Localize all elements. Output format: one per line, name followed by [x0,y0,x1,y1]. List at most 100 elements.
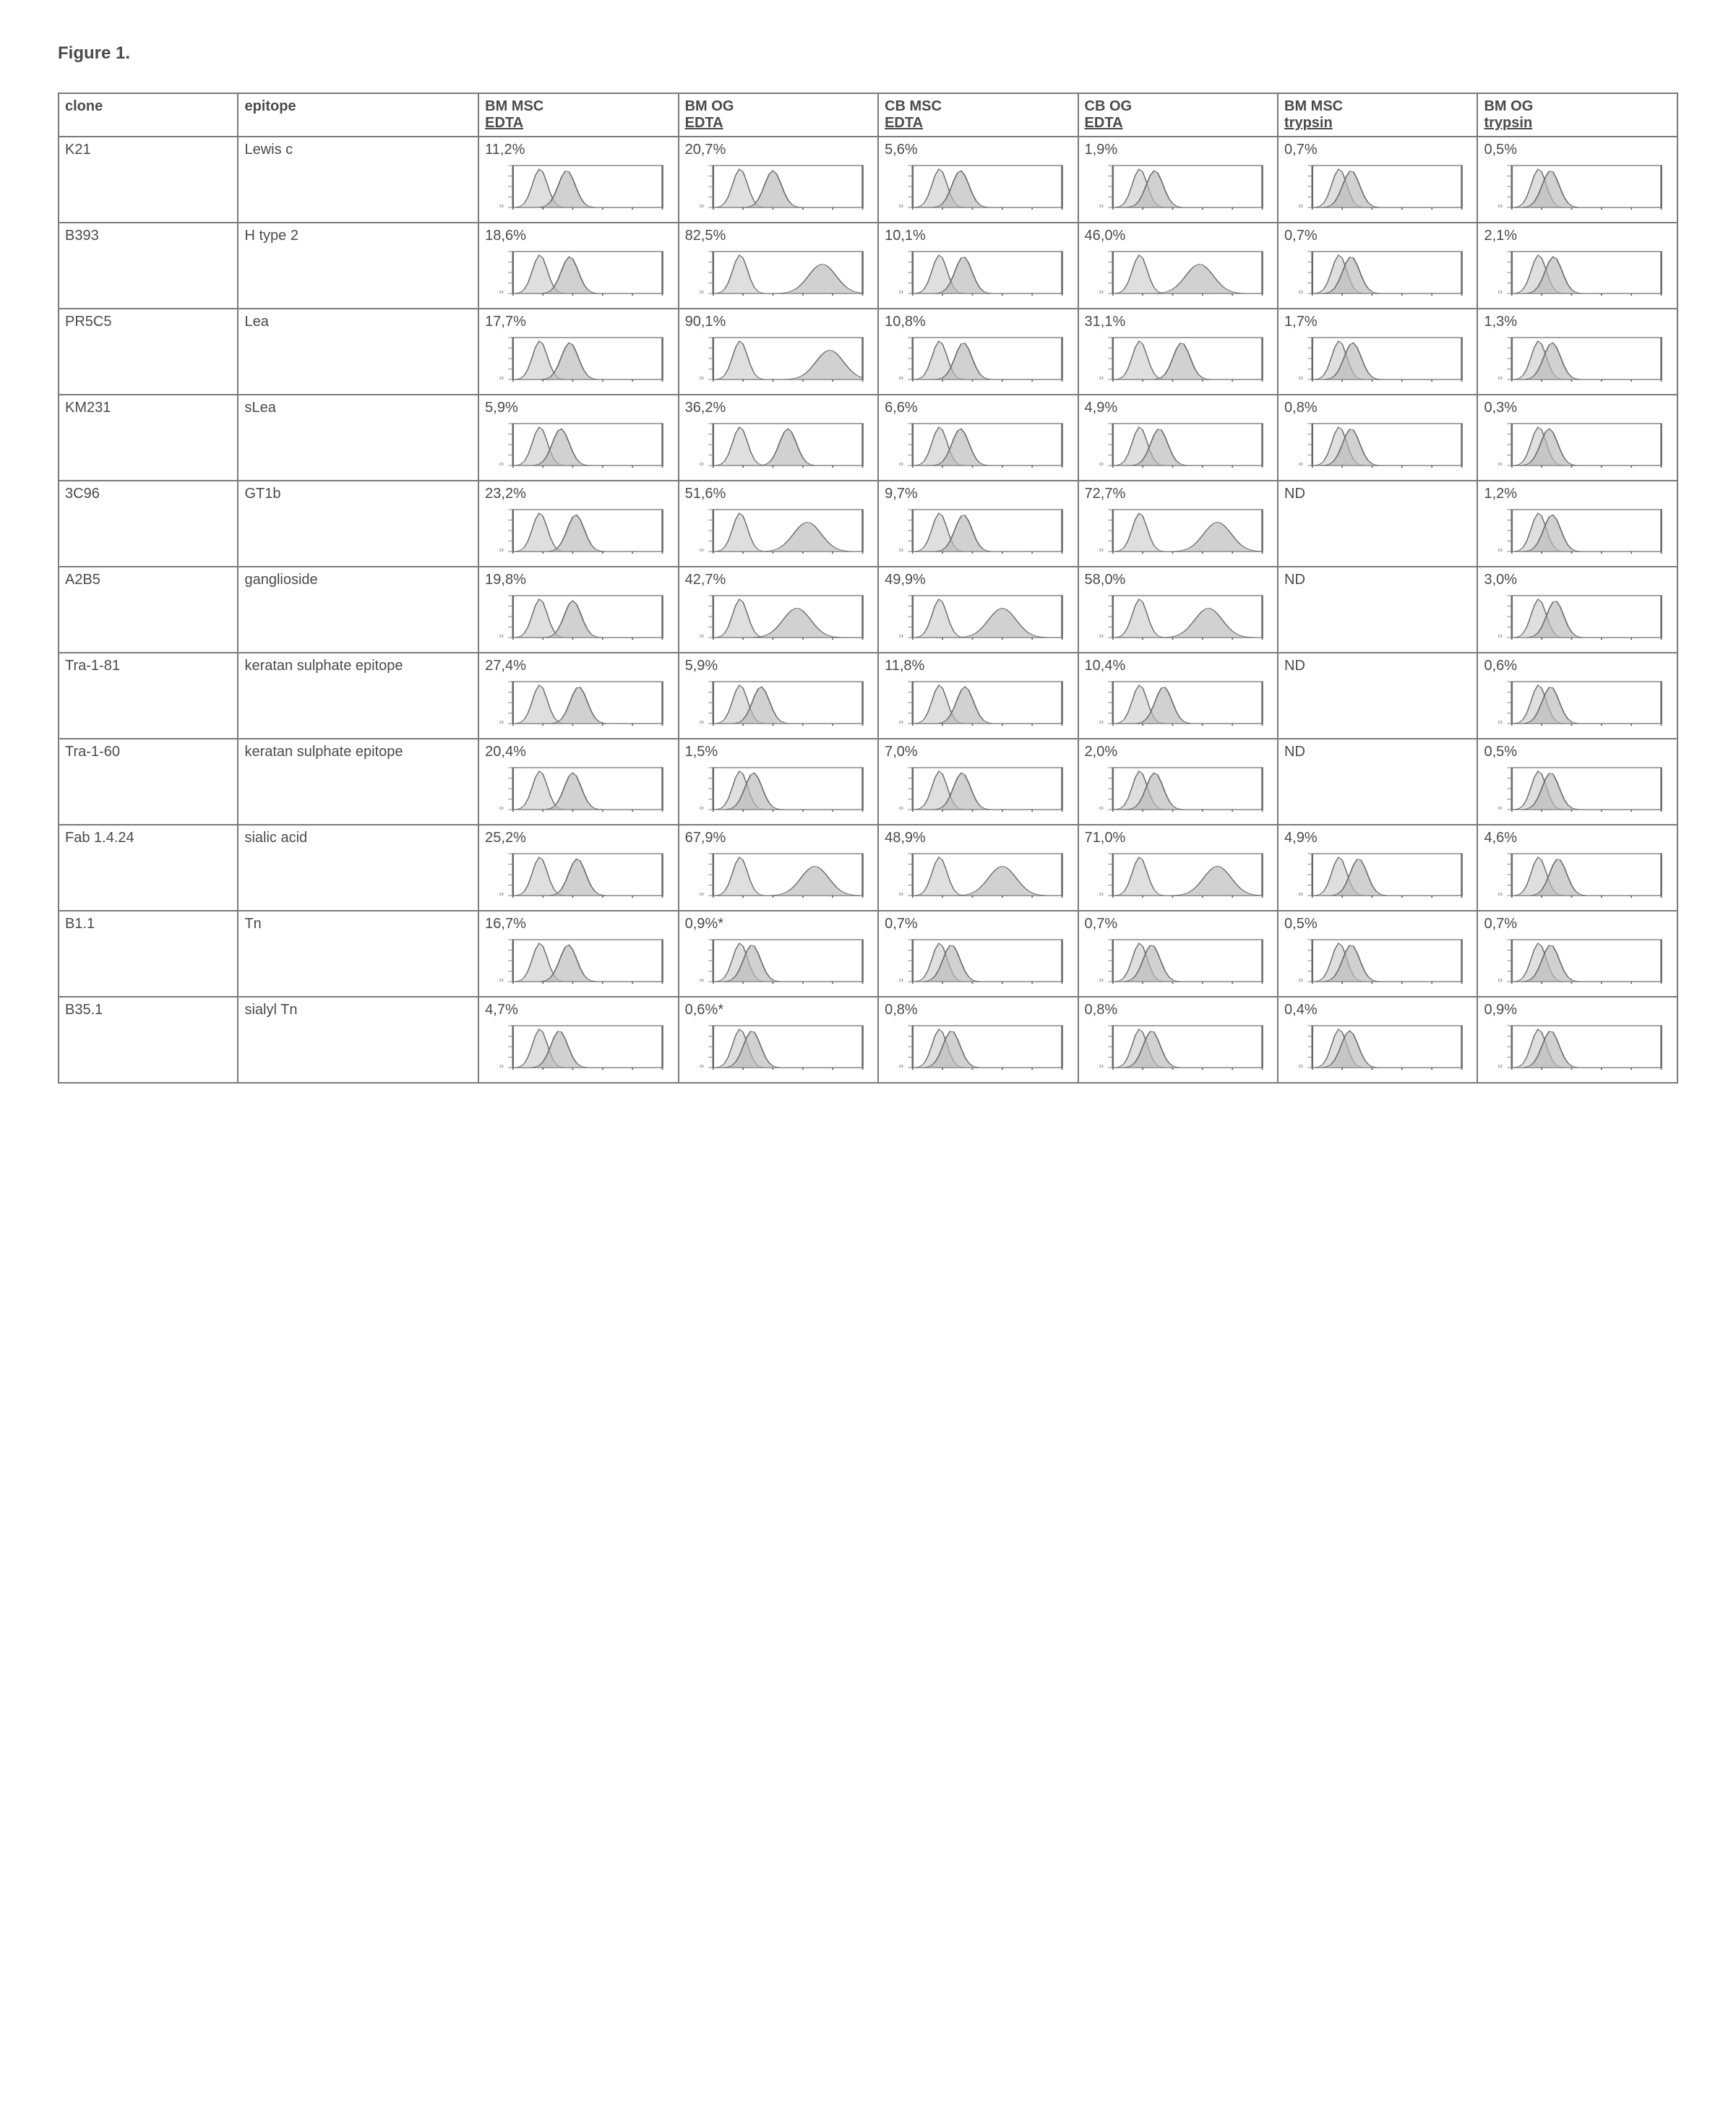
svg-text:0: 0 [699,462,703,466]
header-main: epitope [244,98,472,115]
svg-text:0: 0 [1099,376,1103,380]
pct-value: 20,4% [485,744,671,760]
svg-text:0: 0 [699,376,703,380]
cell-data: 9,7%0 [878,481,1078,567]
cell-epitope: GT1b [238,481,478,567]
facs-histogram: 0 [1085,763,1271,820]
pct-value: 27,4% [485,658,671,674]
svg-text:0: 0 [899,290,903,294]
pct-value: 4,9% [1085,400,1271,416]
pct-value: 0,7% [1085,916,1271,932]
pct-value: 58,0% [1085,572,1271,588]
cell-data: 23,2%0 [478,481,678,567]
cell-data: 0,9%0 [1477,997,1677,1083]
table-row: A2B5ganglioside19,8%0 42,7%0 49,9%0 58,0… [59,567,1677,653]
pct-value: 0,3% [1484,400,1671,416]
pct-value: 3,0% [1484,572,1671,588]
col-clone: clone [59,93,238,137]
svg-text:0: 0 [699,1064,703,1068]
pct-value: 0,5% [1484,744,1671,760]
facs-histogram: 0 [485,419,671,476]
pct-value: 0,5% [1484,142,1671,158]
svg-text:0: 0 [1099,1064,1103,1068]
facs-histogram: 0 [1284,247,1471,304]
facs-histogram: 0 [685,333,872,390]
facs-histogram: 0 [885,849,1071,906]
cell-data: 58,0%0 [1078,567,1278,653]
pct-value: 0,8% [885,1002,1071,1018]
svg-text:0: 0 [699,634,703,638]
svg-text:0: 0 [699,978,703,982]
table-row: PR5C5Lea17,7%0 90,1%0 10,8%0 31,1%0 1,7%… [59,309,1677,395]
svg-text:0: 0 [1099,720,1103,724]
facs-histogram: 0 [485,333,671,390]
pct-value: 0,8% [1085,1002,1271,1018]
pct-value: 0,9% [1484,1002,1671,1018]
pct-value: 42,7% [685,572,872,588]
facs-histogram: 0 [885,935,1071,992]
cell-epitope: sLea [238,395,478,481]
col-data-1: BM MSCEDTA [478,93,678,137]
cell-epitope: H type 2 [238,223,478,309]
cell-data: 16,7%0 [478,911,678,997]
svg-text:0: 0 [1498,462,1503,466]
svg-text:0: 0 [499,204,504,208]
pct-value: 48,9% [885,830,1071,846]
cell-data: 1,2% 0 [1477,481,1677,567]
header-sub: EDTA [885,115,1071,132]
facs-histogram: 0 [1284,849,1471,906]
col-data-5: BM MSCtrypsin [1278,93,1477,137]
pct-value: 36,2% [685,400,872,416]
svg-text:0: 0 [1498,376,1503,380]
facs-histogram: 0 [1085,247,1271,304]
cell-clone: B35.1 [59,997,238,1083]
facs-histogram: 0 [685,1021,872,1078]
svg-text:0: 0 [899,634,903,638]
pct-value: 0,5% [1284,916,1471,932]
pct-value: 0,9%* [685,916,872,932]
nd-label: ND [1284,658,1471,674]
cell-data: 0,8%0 [1278,395,1477,481]
pct-value: 16,7% [485,916,671,932]
svg-text:0: 0 [1498,892,1503,896]
svg-text:0: 0 [699,204,703,208]
svg-text:0: 0 [699,290,703,294]
cell-data: 67,9%0 [679,825,878,911]
pct-value: 0,4% [1284,1002,1471,1018]
svg-text:0: 0 [899,892,903,896]
pct-value: 31,1% [1085,314,1271,330]
facs-histogram: 0 [885,763,1071,820]
facs-histogram: 0 [1284,161,1471,218]
cell-data: 11,8%0 [878,653,1078,739]
facs-histogram: 0 [1484,161,1671,218]
svg-text:0: 0 [1099,978,1103,982]
cell-data: 2,0%0 [1078,739,1278,825]
svg-text:0: 0 [899,720,903,724]
cell-data: 0,7%0 [1477,911,1677,997]
facs-histogram: 0 [685,161,872,218]
header-sub: EDTA [1085,115,1271,132]
nd-label: ND [1284,486,1471,502]
pct-value: 5,9% [685,658,872,674]
cell-data: 1,9%0 [1078,137,1278,223]
pct-value: 1,2% [1484,486,1671,502]
col-data-2: BM OGEDTA [679,93,878,137]
col-data-6: BM OGtrypsin [1477,93,1677,137]
cell-epitope: Lea [238,309,478,395]
cell-data: 31,1% 0 [1078,309,1278,395]
cell-data: 0,5%0 [1278,911,1477,997]
facs-histogram: 0 [485,763,671,820]
header-main: BM OG [1484,98,1671,115]
cell-data: 11,2%0 [478,137,678,223]
facs-histogram: 0 [1484,505,1671,562]
svg-text:0: 0 [1299,290,1303,294]
svg-text:0: 0 [899,462,903,466]
facs-histogram: 0 [885,677,1071,734]
pct-value: 71,0% [1085,830,1271,846]
facs-histogram: 0 [885,1021,1071,1078]
pct-value: 46,0% [1085,228,1271,244]
cell-data: ND [1278,653,1477,739]
svg-text:0: 0 [899,1064,903,1068]
cell-data: 2,1%0 [1477,223,1677,309]
table-row: KM231sLea5,9%0 36,2%0 6,6%0 4,9%0 0,8%0 … [59,395,1677,481]
